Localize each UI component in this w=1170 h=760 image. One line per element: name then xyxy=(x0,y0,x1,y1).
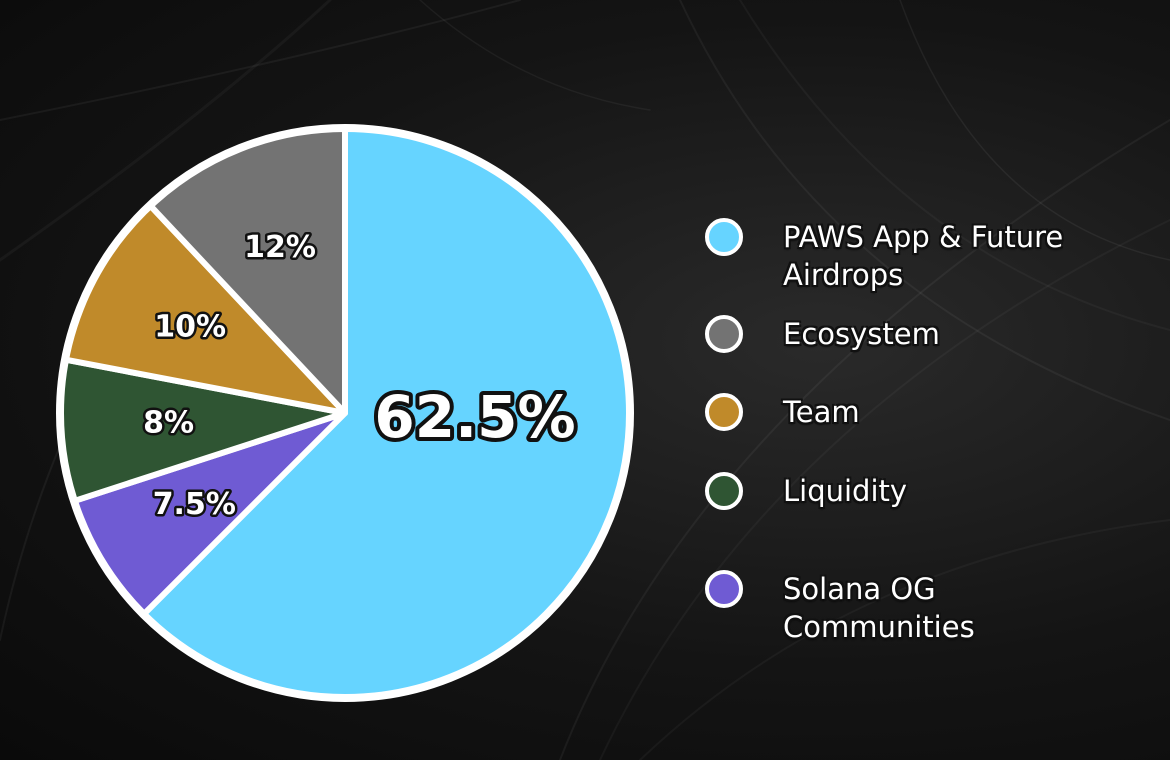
legend-label-paws-app: PAWS App & Future Airdrops xyxy=(783,220,1064,292)
legend-item-solana-og: Solana OG Communities xyxy=(705,570,1113,646)
legend-swatch-ecosystem xyxy=(705,315,743,353)
slice-value-label: 12% xyxy=(244,230,316,265)
legend-item-paws-app: PAWS App & Future Airdrops xyxy=(705,218,1113,294)
legend-swatch-team xyxy=(705,393,743,431)
legend-swatch-liquidity xyxy=(705,472,743,510)
legend-swatch-paws-app xyxy=(705,218,743,256)
legend-label-ecosystem: Ecosystem xyxy=(783,317,940,351)
legend-item-ecosystem: Ecosystem xyxy=(705,315,1113,353)
legend-item-team: Team xyxy=(705,393,1113,431)
slice-value-label: 7.5% xyxy=(153,487,236,522)
slice-value-label: 8% xyxy=(143,406,194,441)
slice-value-label: 10% xyxy=(154,309,226,344)
legend-label-team: Team xyxy=(783,395,860,429)
legend-item-liquidity: Liquidity xyxy=(705,472,1113,510)
legend-label-solana-og: Solana OG Communities xyxy=(783,572,975,644)
legend-swatch-solana-og xyxy=(705,570,743,608)
pie-outline xyxy=(56,124,634,702)
legend-label-liquidity: Liquidity xyxy=(783,474,908,508)
slice-value-label: 62.5% xyxy=(374,383,575,451)
